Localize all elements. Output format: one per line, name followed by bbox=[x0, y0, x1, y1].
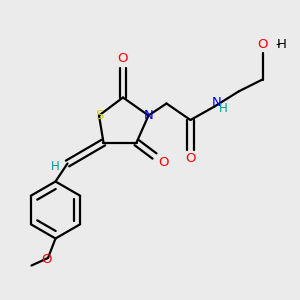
Text: O: O bbox=[118, 52, 128, 65]
Text: N: N bbox=[212, 96, 221, 109]
Text: O: O bbox=[257, 38, 268, 51]
Text: H: H bbox=[51, 160, 60, 173]
Text: S: S bbox=[95, 109, 103, 122]
Text: -: - bbox=[275, 38, 280, 51]
Text: N: N bbox=[144, 109, 153, 122]
Text: O: O bbox=[41, 253, 52, 266]
Text: H: H bbox=[277, 38, 287, 51]
Text: O: O bbox=[158, 155, 169, 169]
Text: H: H bbox=[219, 102, 228, 115]
Text: O: O bbox=[185, 152, 196, 166]
